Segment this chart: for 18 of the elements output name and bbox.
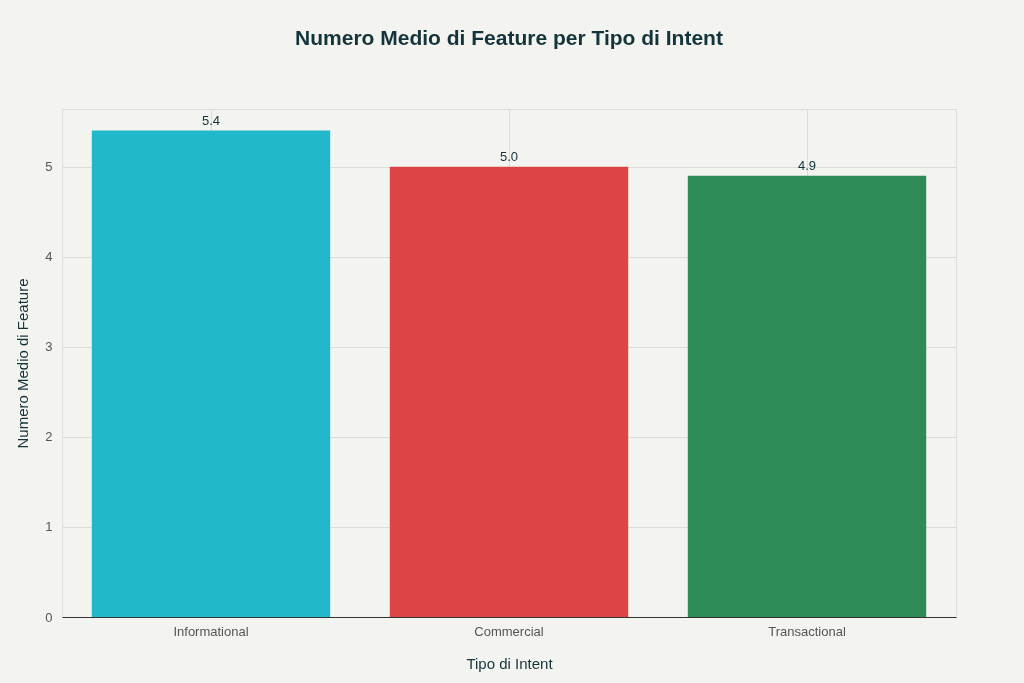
y-tick-label: 4 [45, 249, 53, 265]
bar [389, 166, 629, 617]
x-tick-label: Commercial [474, 623, 544, 639]
y-tick-label: 3 [45, 339, 53, 355]
chart-title: Numero Medio di Feature per Tipo di Intent [295, 26, 723, 49]
bar [687, 175, 927, 617]
y-tick-label: 1 [45, 519, 53, 535]
y-axis-title: Numero Medio di Feature [14, 278, 32, 449]
data-label: 5.0 [499, 148, 519, 164]
x-tick-label: Transactional [768, 623, 846, 639]
y-tick-label: 2 [45, 429, 53, 445]
y-tick-label: 5 [45, 159, 53, 175]
y-tick-label: 0 [45, 609, 53, 625]
data-label: 5.4 [201, 112, 221, 128]
data-label: 4.9 [797, 157, 817, 173]
x-axis-title: Tipo di Intent [466, 654, 554, 672]
bar [91, 130, 331, 617]
x-tick-label: Informational [173, 623, 249, 639]
